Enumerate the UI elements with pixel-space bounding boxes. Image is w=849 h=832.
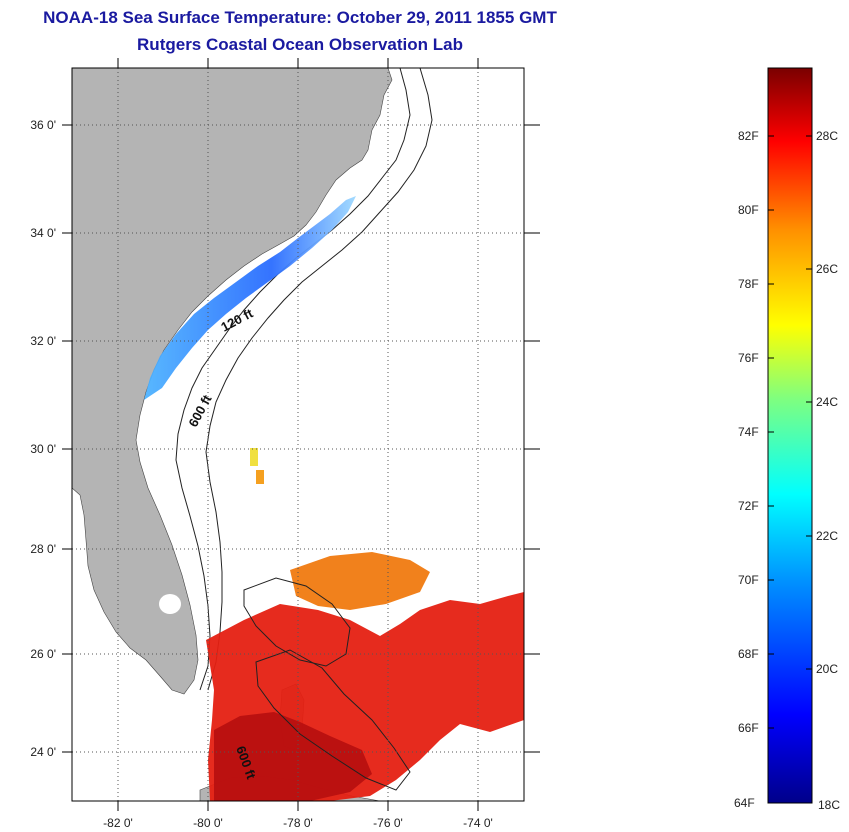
cbar-label-80F: 80F: [738, 203, 759, 217]
cbar-label-20C: 20C: [816, 662, 839, 676]
cbar-label-76F: 76F: [738, 351, 759, 365]
contour-120ft: [175, 68, 411, 691]
cbar-label-28C: 28C: [816, 129, 839, 143]
lon-label-78: -78 0': [283, 816, 313, 830]
cbar-label-26C: 26C: [816, 262, 839, 276]
lake-okeechobee: [159, 594, 181, 614]
land-mass-us: [72, 68, 393, 695]
lat-label-24: 24 0': [30, 745, 56, 759]
lat-label-36: 36 0': [30, 118, 56, 132]
cbar-label-82F: 82F: [738, 129, 759, 143]
cbar-label-74F: 74F: [738, 425, 759, 439]
lon-label-76: -76 0': [373, 816, 403, 830]
lat-label-34: 34 0': [30, 226, 56, 240]
sst-patch-yellow: [250, 448, 258, 466]
cbar-label-72F: 72F: [738, 499, 759, 513]
sst-patch-orange: [256, 470, 264, 484]
cbar-label-24C: 24C: [816, 395, 839, 409]
map-tick-marks: [62, 58, 540, 811]
lat-label-32: 32 0': [30, 334, 56, 348]
sst-warm-region-orange: [290, 552, 430, 610]
colorbar-ticks: [768, 135, 812, 729]
cbar-label-78F: 78F: [738, 277, 759, 291]
lon-label-74: -74 0': [463, 816, 493, 830]
map-title: NOAA-18 Sea Surface Temperature: October…: [43, 8, 557, 27]
cbar-label-22C: 22C: [816, 529, 839, 543]
cbar-label-18C: 18C: [818, 798, 841, 812]
sst-warm-region-darkred: [214, 712, 372, 801]
cbar-label-64F: 64F: [734, 796, 755, 810]
cbar-label-66F: 66F: [738, 721, 759, 735]
map-subtitle: Rutgers Coastal Ocean Observation Lab: [137, 35, 463, 54]
lon-label-82: -82 0': [103, 816, 133, 830]
contour-bahamas: [243, 577, 351, 667]
lat-label-26: 26 0': [30, 647, 56, 661]
contour-600ft: [205, 68, 433, 691]
sst-coastal-cold-band: [144, 196, 356, 400]
lon-label-80: -80 0': [193, 816, 223, 830]
contour-bahamas-south: [255, 649, 411, 791]
cbar-label-70F: 70F: [738, 573, 759, 587]
lat-label-28: 28 0': [30, 542, 56, 556]
map-gridlines: [72, 68, 524, 801]
colorbar: [767, 67, 813, 804]
cbar-label-68F: 68F: [738, 647, 759, 661]
lat-label-30: 30 0': [30, 442, 56, 456]
